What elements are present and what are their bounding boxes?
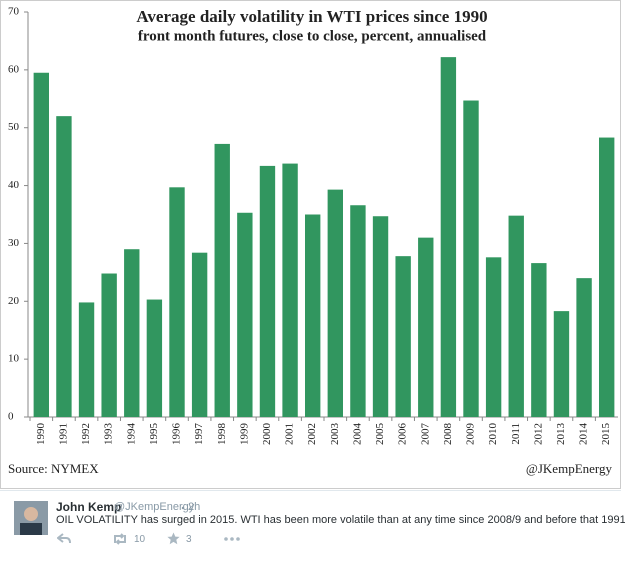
avatar[interactable] (14, 501, 48, 535)
bar (599, 137, 615, 418)
favorite-icon[interactable] (167, 532, 180, 545)
bar (214, 143, 230, 417)
bar (191, 252, 208, 417)
x-tick-label: 2005 (374, 423, 386, 446)
chart-subtitle: front month futures, close to close, per… (138, 28, 487, 44)
y-tick-label: 20 (8, 295, 20, 307)
x-tick-label: 2007 (419, 423, 431, 446)
separator (181, 506, 185, 510)
x-tick-label: 2002 (306, 423, 318, 445)
chart-title: Average daily volatility in WTI prices s… (136, 7, 487, 26)
bar (56, 116, 72, 418)
bar (531, 263, 547, 417)
x-tick-label: 1990 (35, 423, 47, 446)
author-name[interactable]: John Kemp (56, 500, 122, 514)
x-tick-label: 2006 (397, 423, 409, 446)
bar (101, 273, 117, 417)
credit: @JKempEnergy (526, 461, 613, 476)
bar (282, 163, 298, 417)
x-tick-label: 2012 (532, 423, 544, 445)
y-tick-label: 40 (8, 179, 20, 191)
chart: Average daily volatility in WTI prices s… (0, 0, 621, 489)
bar (327, 189, 343, 417)
reply-icon[interactable] (57, 533, 71, 545)
retweet-count[interactable]: 10 (134, 534, 146, 545)
bar (508, 215, 524, 417)
bar (418, 237, 434, 417)
author-handle[interactable]: @JKempEnergy (114, 501, 195, 513)
x-tick-label: 1991 (57, 423, 69, 445)
bar (33, 72, 49, 417)
bar (124, 249, 140, 417)
x-tick-label: 2000 (261, 423, 273, 446)
x-tick-label: 1999 (238, 423, 250, 446)
bar (440, 57, 457, 417)
x-tick-label: 2004 (351, 423, 363, 446)
retweet-icon[interactable] (112, 533, 128, 545)
y-tick-label: 10 (8, 353, 20, 365)
timestamp[interactable]: 2h (188, 501, 201, 513)
x-tick-label: 2013 (555, 423, 567, 446)
more-icon[interactable] (224, 536, 240, 542)
x-tick-label: 1992 (80, 423, 92, 445)
bar (553, 311, 570, 417)
bar (259, 165, 276, 417)
x-tick-label: 2001 (284, 423, 296, 445)
y-tick-label: 60 (8, 63, 20, 75)
bar (395, 256, 411, 417)
x-tick-label: 2014 (578, 423, 590, 446)
bar (237, 212, 253, 417)
x-tick-label: 1997 (193, 423, 205, 446)
y-tick-label: 0 (8, 411, 14, 423)
bar (169, 187, 185, 417)
x-tick-label: 1994 (125, 423, 137, 446)
bar (576, 278, 592, 417)
x-tick-label: 2003 (329, 423, 341, 446)
x-tick-label: 1996 (171, 423, 183, 446)
source: Source: NYMEX (8, 461, 99, 476)
y-tick-label: 30 (8, 237, 20, 249)
bar (146, 299, 163, 417)
x-tick-label: 1998 (216, 423, 228, 446)
x-tick-label: 2008 (442, 423, 454, 446)
tweet: John Kemp @JKempEnergy 2h OIL VOLATILITY… (0, 490, 625, 563)
tweet-text: OIL VOLATILITY has surged in 2015. WTI h… (56, 514, 625, 526)
favorite-count[interactable]: 3 (186, 534, 192, 545)
y-tick-label: 50 (8, 121, 20, 133)
x-tick-label: 2010 (487, 423, 499, 446)
x-tick-label: 1995 (148, 423, 160, 446)
y-tick-label: 70 (8, 6, 20, 18)
x-tick-label: 2009 (465, 423, 477, 446)
bar (372, 216, 389, 417)
bar (350, 205, 366, 417)
bar (485, 257, 502, 417)
bar (305, 214, 321, 417)
x-tick-label: 2015 (600, 423, 612, 446)
x-tick-label: 2011 (510, 423, 522, 445)
bar (463, 100, 479, 418)
x-tick-label: 1993 (103, 423, 115, 446)
bar (78, 302, 95, 417)
